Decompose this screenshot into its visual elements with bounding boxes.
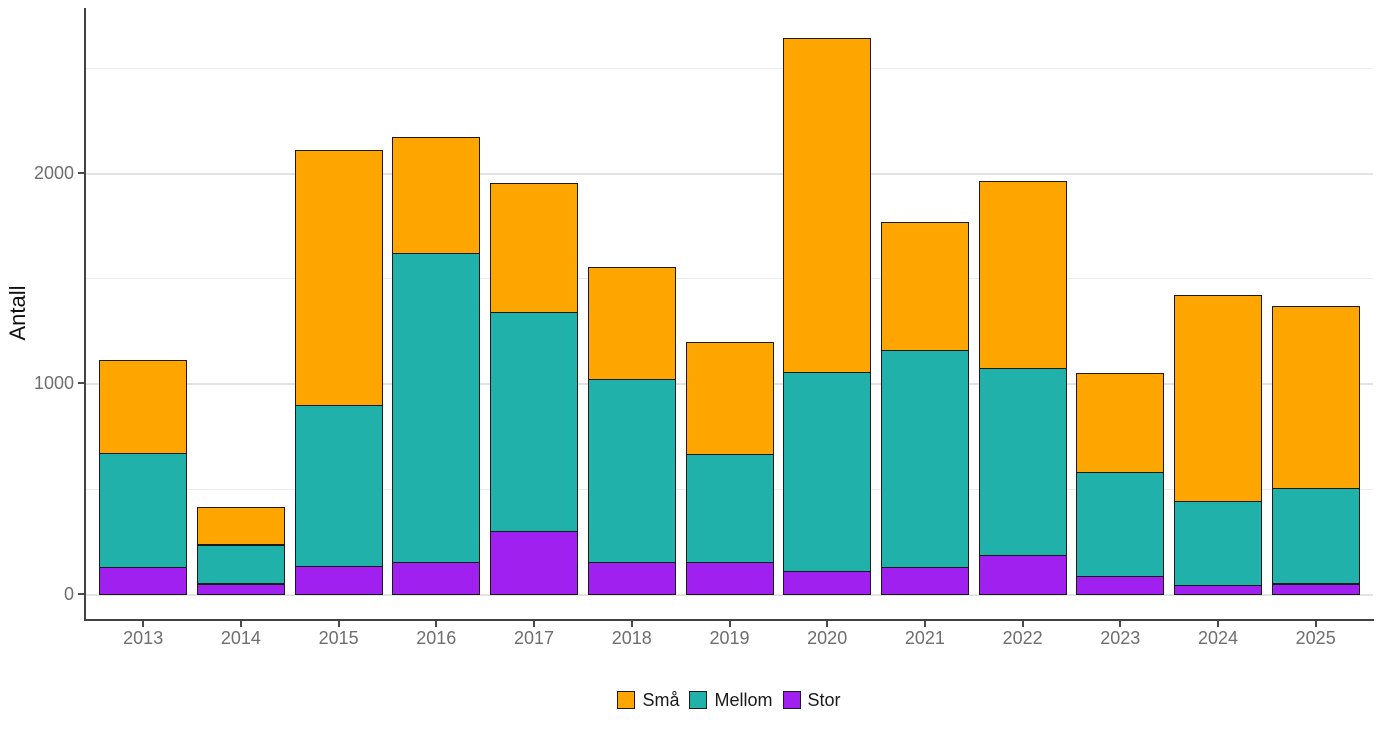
bar-segment-2020-små	[783, 38, 872, 373]
y-tick-label-2000: 2000	[33, 162, 74, 183]
legend-swatch-mellom	[689, 691, 708, 709]
x-tick-mark-2021	[923, 621, 926, 627]
bar-segment-2024-stor	[1174, 584, 1262, 595]
x-tick-label-2020: 2020	[807, 628, 848, 648]
bar-segment-2022-mellom	[978, 367, 1067, 557]
bar-segment-2024-små	[1174, 295, 1262, 503]
x-tick-label-2019: 2019	[709, 628, 750, 648]
bar-segment-2015-små	[294, 149, 383, 406]
bar-segment-2016-stor	[392, 562, 481, 595]
y-tick-mark-0	[78, 593, 84, 595]
y-tick-mark-1000	[78, 382, 84, 385]
bar-segment-2017-mellom	[490, 311, 578, 532]
y-tick-mark-2000	[78, 171, 84, 174]
bar-segment-2017-små	[490, 183, 578, 313]
bar-segment-2025-stor	[1271, 583, 1360, 595]
x-tick-mark-2019	[728, 621, 731, 627]
bar-segment-2021-små	[880, 222, 969, 351]
bar-segment-2018-små	[587, 266, 676, 381]
x-tick-mark-2025	[1314, 621, 1317, 627]
bar-segment-2015-stor	[294, 565, 383, 595]
legend-item-mellom: Mellom	[689, 690, 773, 710]
gridline-major-0	[85, 594, 1373, 596]
x-tick-mark-2020	[826, 621, 829, 627]
legend-label-stor: Stor	[807, 690, 841, 710]
gridline-major-2000	[85, 172, 1373, 175]
bar-segment-2022-små	[978, 181, 1067, 369]
bar-segment-2015-mellom	[294, 404, 383, 567]
bar-segment-2024-mellom	[1174, 501, 1262, 586]
bar-segment-2021-stor	[880, 566, 969, 595]
bar-segment-2019-små	[685, 342, 774, 455]
bar-segment-2019-mellom	[685, 454, 774, 564]
x-tick-label-2021: 2021	[904, 628, 945, 648]
bar-segment-2018-mellom	[587, 379, 676, 564]
gridline-minor-2500	[85, 67, 1373, 69]
x-tick-mark-2015	[337, 621, 340, 627]
x-tick-label-2017: 2017	[513, 628, 555, 648]
legend: Små Mellom Stor	[85, 690, 1373, 710]
x-tick-label-2015: 2015	[318, 628, 359, 648]
x-tick-mark-2013	[142, 621, 145, 627]
x-tick-label-2018: 2018	[611, 628, 652, 648]
legend-swatch-små	[617, 691, 636, 709]
x-tick-label-2013: 2013	[123, 628, 164, 648]
x-tick-label-2022: 2022	[1002, 628, 1043, 648]
bar-segment-2019-stor	[685, 562, 774, 595]
legend-swatch-stor	[782, 691, 801, 709]
x-tick-mark-2024	[1217, 621, 1219, 627]
bar-segment-2021-mellom	[880, 349, 969, 568]
bar-segment-2014-mellom	[196, 544, 285, 585]
y-tick-label-0: 0	[63, 584, 74, 604]
y-axis-line	[84, 8, 86, 621]
bar-segment-2022-stor	[978, 555, 1067, 595]
y-axis-title: Antall	[5, 285, 30, 341]
x-tick-label-2024: 2024	[1197, 628, 1239, 648]
bar-segment-2016-mellom	[392, 252, 481, 564]
bar-segment-2023-små	[1076, 372, 1165, 473]
x-tick-mark-2018	[630, 621, 633, 627]
bar-segment-2014-stor	[196, 583, 285, 595]
bar-segment-2017-stor	[490, 530, 578, 595]
bar-segment-2013-små	[99, 360, 188, 454]
bar-segment-2025-små	[1271, 305, 1360, 489]
x-axis-line	[84, 619, 1374, 621]
x-tick-label-2025: 2025	[1295, 628, 1336, 648]
bar-segment-2013-stor	[99, 566, 188, 595]
legend-item-små: Små	[617, 690, 679, 710]
bar-segment-2013-mellom	[99, 452, 188, 568]
bar-segment-2023-stor	[1076, 576, 1165, 595]
x-tick-label-2014: 2014	[220, 628, 261, 648]
y-tick-label-1000: 1000	[33, 373, 74, 394]
legend-label-små: Små	[642, 690, 680, 710]
x-tick-mark-2023	[1119, 621, 1122, 627]
bar-segment-2016-små	[392, 137, 481, 254]
x-tick-label-2016: 2016	[416, 628, 457, 648]
legend-item-stor: Stor	[782, 690, 841, 710]
bar-segment-2014-små	[196, 506, 285, 546]
x-tick-mark-2016	[435, 621, 438, 627]
x-tick-mark-2022	[1021, 621, 1024, 627]
x-tick-mark-2014	[239, 621, 242, 627]
bar-segment-2023-mellom	[1076, 471, 1165, 578]
x-tick-mark-2017	[533, 621, 535, 627]
bar-segment-2020-mellom	[783, 371, 872, 572]
x-tick-label-2023: 2023	[1100, 628, 1141, 648]
legend-label-mellom: Mellom	[714, 690, 773, 710]
gridline-minor-1500	[85, 278, 1373, 280]
bar-segment-2018-stor	[587, 562, 676, 595]
bar-segment-2025-mellom	[1271, 487, 1360, 585]
bar-segment-2020-stor	[783, 570, 872, 595]
